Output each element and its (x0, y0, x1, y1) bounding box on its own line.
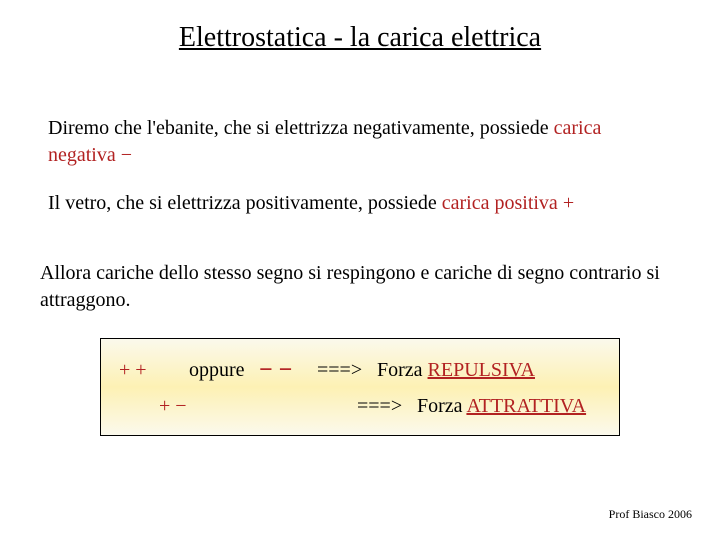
paragraph-ebanite: Diremo che l'ebanite, che si elettrizza … (48, 115, 672, 169)
p1-pre: Diremo che l'ebanite, che si elettrizza … (48, 117, 554, 139)
p1-sign: − (121, 144, 132, 166)
row2-forza: Forza ATTRATTIVA (417, 395, 601, 418)
row1-forza-pre: Forza (377, 359, 428, 381)
row2-forza-pre: Forza (417, 395, 466, 417)
row1-arrow: ===> (317, 359, 377, 382)
slide-title: Elettrostatica - la carica elettrica (0, 22, 720, 54)
row2-arrow: ===> (357, 395, 417, 418)
row-attractive: + − ===> Forza ATTRATTIVA (119, 389, 601, 423)
row-repulsive: + + oppure − − ===> Forza REPULSIVA (119, 353, 601, 387)
paragraph-vetro: Il vetro, che si elettrizza positivament… (48, 190, 672, 217)
row2-forza-word: ATTRATTIVA (466, 395, 586, 417)
row1-signs-pos: + + (119, 359, 189, 382)
row1-oppure: oppure (189, 359, 259, 382)
slide: Elettrostatica - la carica elettrica Dir… (0, 0, 720, 540)
forces-box: + + oppure − − ===> Forza REPULSIVA + − … (100, 338, 620, 436)
p2-highlight: carica positiva (442, 192, 563, 214)
footer-credit: Prof Biasco 2006 (609, 507, 692, 522)
paragraph-conclusion: Allora cariche dello stesso segno si res… (40, 260, 680, 314)
p2-pre: Il vetro, che si elettrizza positivament… (48, 192, 442, 214)
p2-sign: + (563, 192, 574, 214)
row1-forza: Forza REPULSIVA (377, 359, 601, 382)
row1-signs-neg: − − (259, 357, 317, 384)
row2-signs: + − (119, 395, 229, 418)
row1-forza-word: REPULSIVA (428, 359, 535, 381)
